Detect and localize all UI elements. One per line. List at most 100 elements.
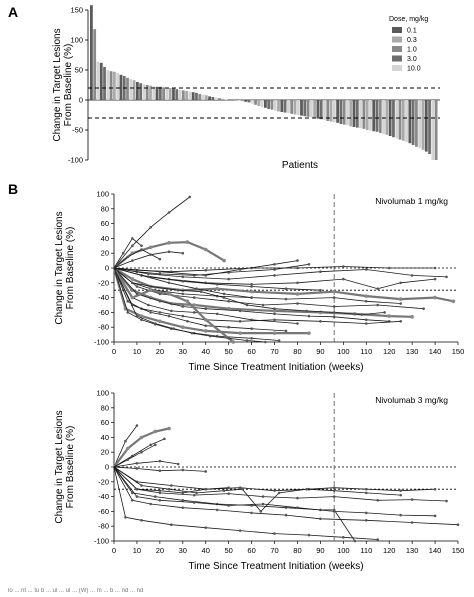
- series-point: [376, 538, 380, 541]
- series-point: [222, 258, 226, 263]
- series-point: [203, 247, 208, 252]
- bar: [103, 67, 106, 100]
- series-point: [140, 244, 143, 248]
- legend-label: 1.0: [407, 47, 417, 54]
- series-point: [332, 315, 336, 319]
- series-point: [296, 506, 299, 510]
- bar: [323, 100, 326, 120]
- x-tick-label: 140: [429, 347, 442, 356]
- series-point: [364, 511, 368, 515]
- series-line: [113, 267, 454, 303]
- bar: [336, 100, 340, 123]
- series-point: [121, 251, 125, 255]
- series-point: [125, 446, 130, 451]
- x-tick-label: 60: [247, 347, 255, 356]
- series-point: [181, 325, 185, 330]
- bar: [145, 85, 149, 100]
- bar: [175, 89, 179, 100]
- series-point: [364, 294, 369, 298]
- bar: [293, 100, 297, 115]
- y-tick-label: -60: [98, 507, 109, 516]
- series-point: [387, 266, 391, 270]
- x-tick-label: 120: [383, 347, 396, 356]
- series-point: [131, 237, 134, 240]
- series-point: [456, 523, 460, 527]
- series-point: [231, 340, 236, 344]
- bar: [313, 100, 317, 118]
- x-tick-label: 0: [112, 347, 116, 356]
- series-point: [153, 495, 157, 498]
- x-tick-label: 70: [270, 546, 278, 555]
- y-tick-label: -50: [72, 126, 83, 135]
- bar: [106, 70, 110, 100]
- legend-swatch: [392, 55, 402, 62]
- series-point: [296, 259, 299, 262]
- x-axis-title: Time Since Treatment Initiation (weeks): [188, 561, 363, 572]
- bar: [398, 100, 402, 140]
- bar: [303, 100, 307, 117]
- series-point: [319, 517, 322, 521]
- y-tick-label: -20: [98, 477, 109, 486]
- x-tick-label: 80: [293, 347, 301, 356]
- series-point: [148, 288, 153, 293]
- x-tick-label: 110: [360, 347, 372, 356]
- bar: [375, 100, 379, 132]
- series-point: [222, 296, 226, 299]
- series-point: [364, 268, 368, 271]
- series-point: [158, 257, 162, 261]
- series-point: [307, 533, 311, 537]
- x-tick-label: 120: [383, 546, 396, 555]
- series-point: [261, 303, 265, 307]
- bar: [99, 62, 103, 100]
- figure-caption-fragment: lo ... nt ... tu b ... ul ... ul ... (W)…: [8, 588, 144, 594]
- y-axis-title-line: Change in Target Lesions: [54, 410, 65, 523]
- series-point: [250, 282, 253, 286]
- bar: [162, 87, 166, 100]
- y-tick-label: 60: [101, 219, 109, 228]
- legend-swatch: [392, 36, 402, 43]
- bar: [208, 96, 211, 100]
- series-point: [126, 311, 130, 314]
- series-point: [135, 424, 139, 427]
- x-tick-label: 30: [179, 347, 187, 356]
- bar: [116, 73, 120, 100]
- series-point: [332, 296, 336, 299]
- bar: [434, 100, 438, 160]
- series-point: [167, 314, 171, 318]
- x-axis-title: Patients: [282, 160, 318, 171]
- bar: [365, 100, 369, 130]
- series-point: [181, 468, 185, 472]
- series-point: [238, 331, 242, 335]
- series-point: [296, 302, 299, 305]
- series-line: [113, 466, 447, 502]
- series-point: [296, 281, 299, 285]
- series-point: [295, 292, 300, 296]
- bar: [204, 95, 208, 100]
- series-point: [153, 322, 157, 325]
- y-tick-label: -100: [94, 338, 109, 347]
- series-point: [364, 491, 368, 495]
- series-point: [433, 295, 437, 300]
- series-point: [277, 491, 281, 495]
- series-point: [140, 248, 143, 251]
- bar: [260, 100, 264, 108]
- bar: [306, 100, 310, 117]
- bar: [300, 100, 303, 116]
- series-point: [222, 489, 226, 492]
- y-axis-title: Change in Target LesionsFrom Baseline (%…: [52, 28, 74, 141]
- series-point: [410, 315, 414, 319]
- bar: [178, 89, 182, 100]
- series-point: [158, 489, 162, 492]
- series-point: [364, 318, 368, 322]
- x-tick-label: 110: [360, 546, 372, 555]
- series-line: [113, 237, 142, 269]
- series-point: [181, 499, 185, 502]
- series-point: [131, 491, 134, 495]
- y-axis-title-line: From Baseline (%): [65, 426, 76, 509]
- series-point: [284, 506, 288, 510]
- series-point: [167, 211, 171, 214]
- series-point: [158, 459, 162, 463]
- series-point: [130, 277, 135, 281]
- bar: [139, 83, 143, 100]
- bar: [168, 88, 172, 100]
